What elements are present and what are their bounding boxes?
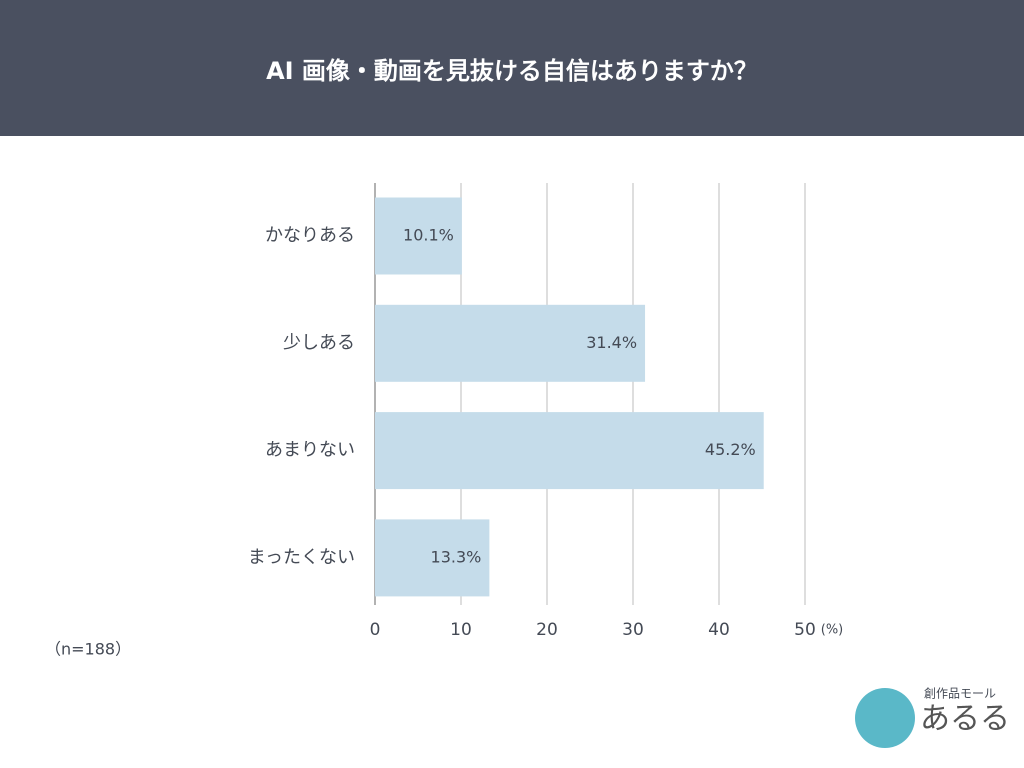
sample-note: （n=188）	[45, 640, 131, 659]
bar	[375, 412, 764, 490]
logo: 創作品モール あるる	[855, 687, 1010, 748]
value-label: 45.2%	[705, 440, 756, 459]
x-tick-label: 20	[536, 620, 558, 640]
value-label: 13.3%	[431, 547, 482, 566]
header-band	[0, 0, 1024, 136]
bar	[375, 304, 646, 382]
logo-name: あるる	[920, 702, 1010, 737]
chart-title: AI 画像・動画を見抜ける自信はありますか？	[266, 57, 758, 85]
y-tick-label: かなりある	[265, 225, 355, 246]
x-tick-label: 0	[370, 620, 381, 640]
bar	[375, 197, 462, 275]
logo-circle	[855, 688, 915, 748]
x-tick-label: 30	[622, 620, 644, 640]
x-unit-label: (%)	[821, 623, 844, 638]
y-tick-label: まったくない	[248, 547, 355, 568]
y-tick-label: あまりない	[265, 440, 355, 461]
value-label: 31.4%	[586, 333, 637, 352]
bar	[375, 519, 490, 597]
value-label: 10.1%	[403, 226, 454, 245]
x-tick-label: 40	[708, 620, 730, 640]
logo-tagline: 創作品モール	[924, 687, 996, 701]
x-tick-label: 10	[450, 620, 472, 640]
x-tick-label: 50	[794, 620, 816, 640]
y-tick-label: 少しある	[283, 332, 355, 353]
